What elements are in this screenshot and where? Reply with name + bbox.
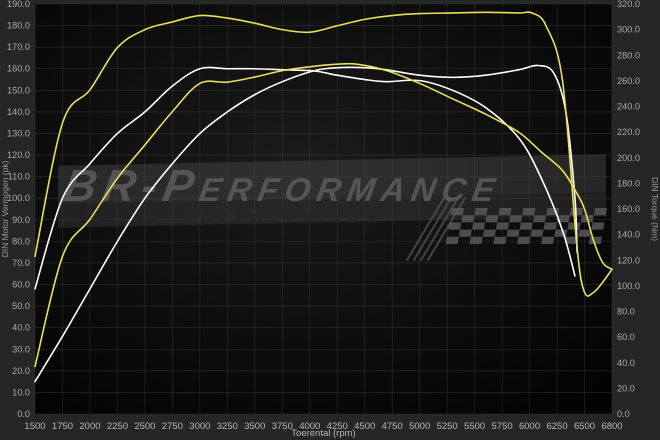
svg-text:1750: 1750 [52,421,73,432]
svg-text:240.0: 240.0 [617,102,640,112]
svg-text:6500: 6500 [574,421,595,432]
svg-text:300.0: 300.0 [617,25,640,35]
svg-text:320.0: 320.0 [617,0,640,9]
svg-text:180.0: 180.0 [617,178,640,188]
svg-text:100.0: 100.0 [617,281,640,291]
svg-text:30.0: 30.0 [12,344,30,354]
svg-text:120.0: 120.0 [7,150,30,160]
svg-text:3500: 3500 [244,421,265,432]
svg-text:6000: 6000 [519,421,540,432]
svg-text:2750: 2750 [162,421,183,432]
svg-text:160.0: 160.0 [7,64,30,74]
svg-text:100.0: 100.0 [7,193,30,203]
svg-text:6800: 6800 [601,421,622,432]
svg-text:160.0: 160.0 [617,204,640,214]
svg-text:170.0: 170.0 [7,42,30,52]
svg-text:40.0: 40.0 [617,358,635,368]
svg-text:2500: 2500 [134,421,155,432]
svg-text:DIN Torque (Nm): DIN Torque (Nm) [650,177,660,241]
svg-text:20.0: 20.0 [617,383,635,393]
svg-text:2250: 2250 [107,421,128,432]
svg-text:5500: 5500 [464,421,485,432]
svg-text:20.0: 20.0 [12,366,30,376]
svg-text:40.0: 40.0 [12,323,30,333]
svg-text:3000: 3000 [189,421,210,432]
svg-text:0.0: 0.0 [617,409,630,419]
svg-text:Toerental (rpm): Toerental (rpm) [291,428,355,439]
svg-text:2000: 2000 [79,421,100,432]
svg-text:80.0: 80.0 [12,236,30,246]
svg-text:6250: 6250 [546,421,567,432]
svg-text:3250: 3250 [217,421,238,432]
svg-text:70.0: 70.0 [12,258,30,268]
svg-text:4500: 4500 [354,421,375,432]
svg-text:220.0: 220.0 [617,127,640,137]
svg-text:0.0: 0.0 [17,409,30,419]
svg-text:190.0: 190.0 [7,0,30,9]
svg-text:1500: 1500 [24,421,45,432]
svg-text:140.0: 140.0 [7,107,30,117]
svg-text:130.0: 130.0 [7,128,30,138]
svg-text:4750: 4750 [382,421,403,432]
svg-text:10.0: 10.0 [12,387,30,397]
svg-text:5250: 5250 [437,421,458,432]
svg-text:140.0: 140.0 [617,230,640,240]
svg-text:3750: 3750 [272,421,293,432]
svg-text:5000: 5000 [409,421,430,432]
svg-text:280.0: 280.0 [617,50,640,60]
svg-text:260.0: 260.0 [617,76,640,86]
svg-text:180.0: 180.0 [7,21,30,31]
svg-text:engine optimisation: engine optimisation [63,210,388,227]
svg-text:50.0: 50.0 [12,301,30,311]
svg-text:110.0: 110.0 [8,172,30,182]
svg-text:DIN Motor Vermogen (pk): DIN Motor Vermogen (pk) [0,160,10,257]
svg-text:80.0: 80.0 [617,307,635,317]
svg-text:60.0: 60.0 [617,332,635,342]
svg-text:60.0: 60.0 [12,280,30,290]
svg-text:150.0: 150.0 [7,85,30,95]
svg-text:90.0: 90.0 [12,215,30,225]
svg-text:120.0: 120.0 [617,255,640,265]
svg-text:200.0: 200.0 [617,153,640,163]
svg-text:5750: 5750 [492,421,513,432]
